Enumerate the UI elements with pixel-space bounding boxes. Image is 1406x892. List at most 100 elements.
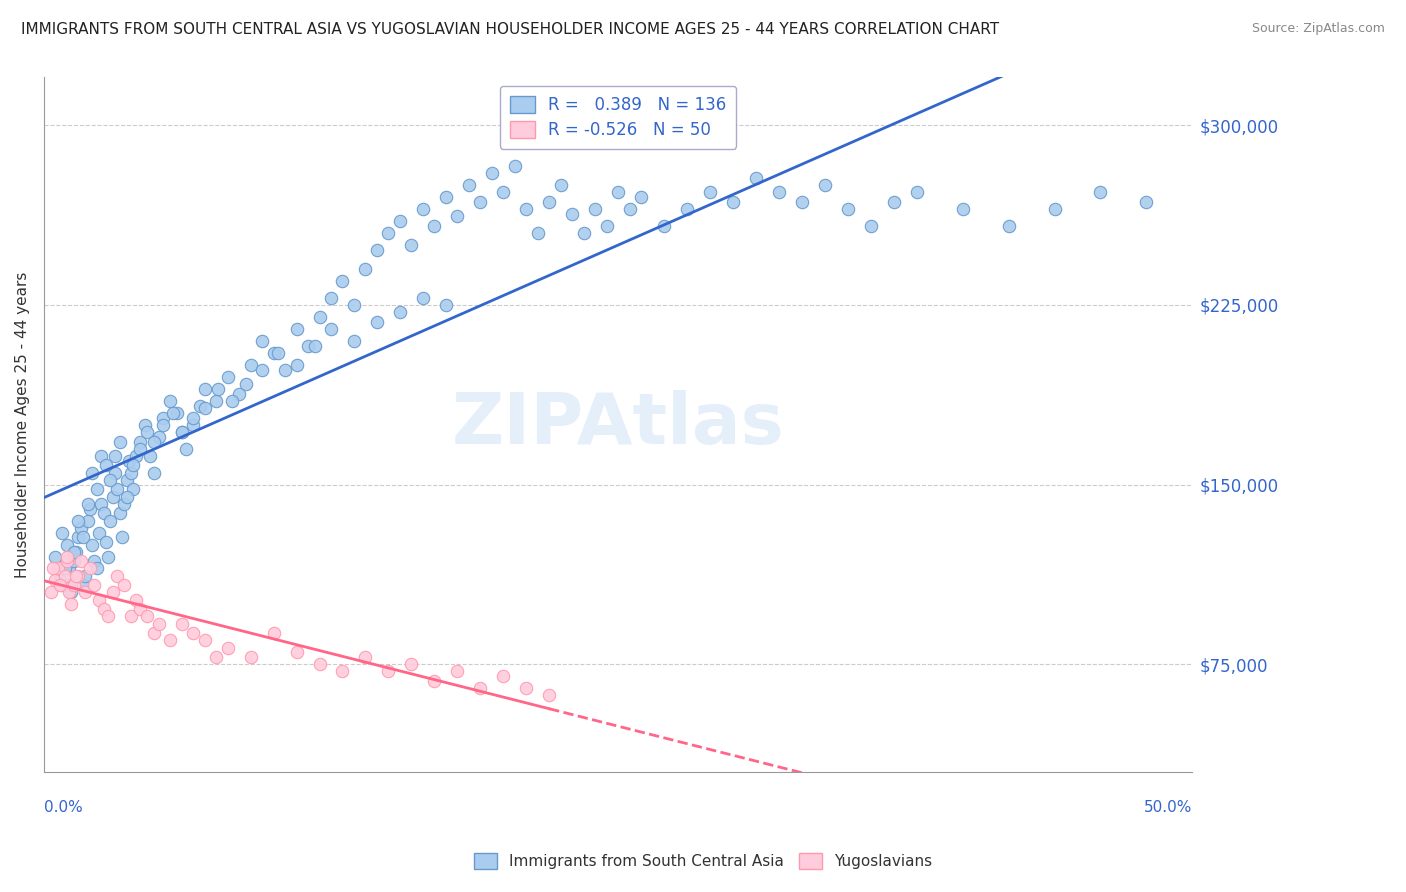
Point — [58, 561, 80, 575]
Point — [62, 578, 84, 592]
Point — [51, 525, 73, 540]
Point — [952, 202, 974, 217]
Point — [111, 530, 134, 544]
Point — [263, 626, 285, 640]
Point — [170, 616, 193, 631]
Point — [572, 226, 595, 240]
Point — [118, 453, 141, 467]
Point — [115, 490, 138, 504]
Point — [526, 226, 548, 240]
Point — [377, 665, 399, 679]
Point — [263, 346, 285, 360]
Point — [49, 578, 72, 592]
Point — [108, 507, 131, 521]
Text: IMMIGRANTS FROM SOUTH CENTRAL ASIA VS YUGOSLAVIAN HOUSEHOLDER INCOME AGES 25 - 4: IMMIGRANTS FROM SOUTH CENTRAL ASIA VS YU… — [21, 22, 1000, 37]
Point — [129, 434, 152, 449]
Point — [87, 525, 110, 540]
Point — [235, 377, 257, 392]
Point — [125, 592, 148, 607]
Point — [194, 382, 217, 396]
Point — [250, 334, 273, 348]
Point — [332, 274, 354, 288]
Point — [721, 194, 744, 209]
Point — [319, 291, 342, 305]
Point — [239, 358, 262, 372]
Legend: R =   0.389   N = 136, R = -0.526   N = 50: R = 0.389 N = 136, R = -0.526 N = 50 — [499, 86, 737, 149]
Point — [308, 657, 330, 672]
Point — [159, 633, 181, 648]
Point — [46, 561, 69, 575]
Point — [65, 568, 87, 582]
Point — [79, 561, 101, 575]
Point — [354, 650, 377, 665]
Point — [136, 425, 159, 439]
Point — [67, 514, 90, 528]
Point — [446, 665, 468, 679]
Point — [561, 207, 583, 221]
Point — [120, 609, 142, 624]
Point — [44, 549, 66, 564]
Point — [100, 473, 122, 487]
Text: 50.0%: 50.0% — [1144, 800, 1192, 815]
Point — [181, 626, 204, 640]
Point — [470, 194, 492, 209]
Point — [82, 537, 104, 551]
Point — [129, 442, 152, 456]
Point — [166, 406, 188, 420]
Point — [188, 399, 211, 413]
Point — [470, 681, 492, 696]
Point — [60, 598, 83, 612]
Point — [905, 186, 928, 200]
Point — [745, 171, 768, 186]
Point — [93, 507, 115, 521]
Point — [148, 430, 170, 444]
Point — [60, 585, 83, 599]
Point — [75, 585, 97, 599]
Point — [136, 609, 159, 624]
Point — [550, 178, 572, 193]
Point — [515, 681, 537, 696]
Point — [72, 530, 94, 544]
Point — [76, 497, 98, 511]
Point — [205, 393, 228, 408]
Point — [285, 358, 308, 372]
Point — [87, 592, 110, 607]
Point — [997, 219, 1019, 233]
Point — [105, 568, 128, 582]
Point — [595, 219, 617, 233]
Point — [388, 214, 411, 228]
Point — [58, 585, 80, 599]
Point — [101, 585, 124, 599]
Point — [97, 609, 120, 624]
Point — [79, 501, 101, 516]
Point — [49, 574, 72, 588]
Point — [100, 514, 122, 528]
Point — [423, 219, 446, 233]
Point — [699, 186, 721, 200]
Point — [83, 578, 105, 592]
Point — [86, 483, 108, 497]
Point — [83, 554, 105, 568]
Y-axis label: Householder Income Ages 25 - 44 years: Householder Income Ages 25 - 44 years — [15, 271, 30, 578]
Point — [217, 640, 239, 655]
Point — [630, 190, 652, 204]
Point — [194, 401, 217, 415]
Point — [412, 291, 434, 305]
Point — [69, 554, 91, 568]
Point — [148, 616, 170, 631]
Point — [134, 417, 156, 432]
Point — [101, 490, 124, 504]
Point — [56, 549, 79, 564]
Point — [75, 568, 97, 582]
Point — [82, 466, 104, 480]
Point — [181, 417, 204, 432]
Point — [152, 410, 174, 425]
Point — [115, 473, 138, 487]
Point — [194, 633, 217, 648]
Point — [515, 202, 537, 217]
Point — [366, 243, 388, 257]
Point — [217, 369, 239, 384]
Point — [44, 574, 66, 588]
Point — [69, 521, 91, 535]
Point — [67, 530, 90, 544]
